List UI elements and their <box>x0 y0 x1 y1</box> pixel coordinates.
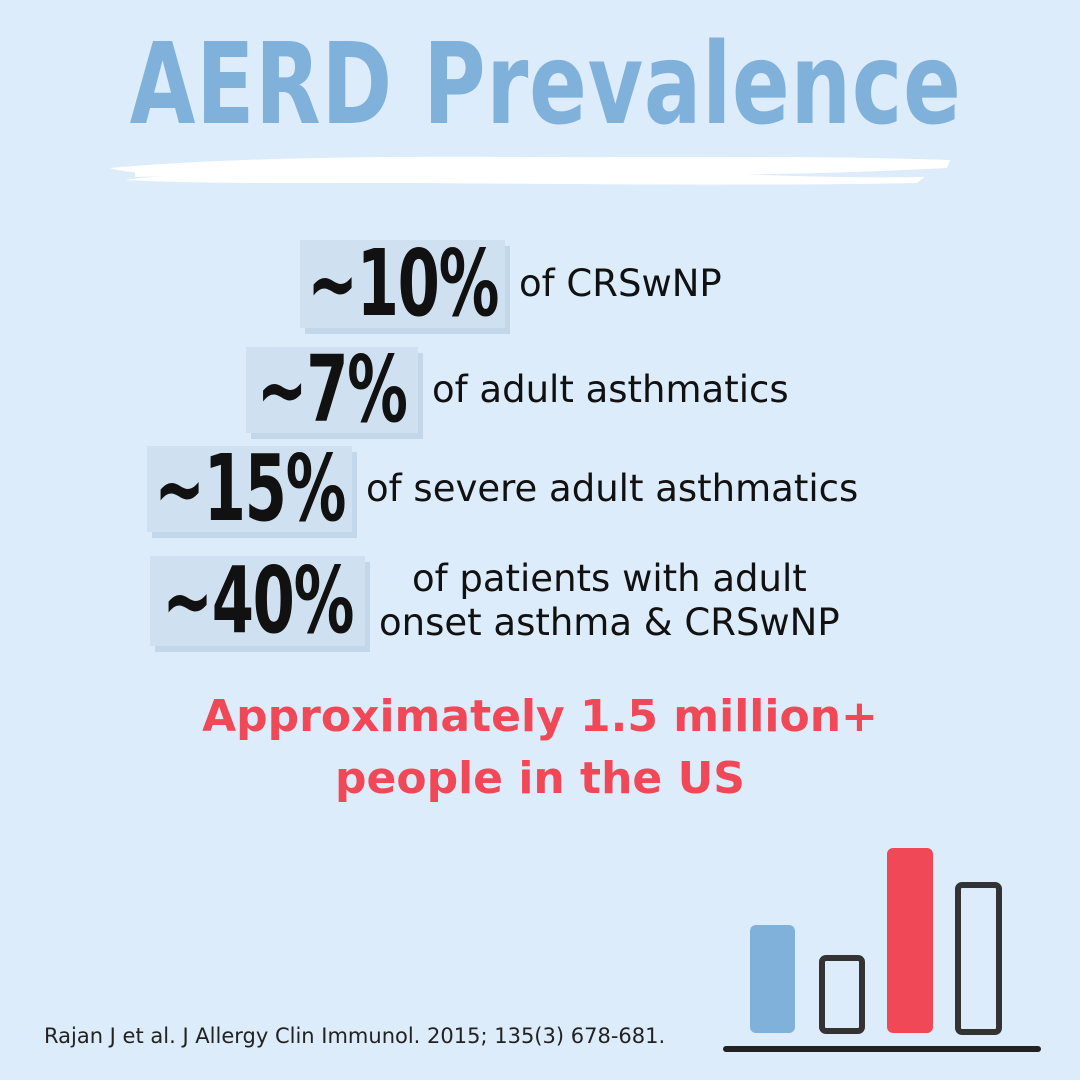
stat-row: ~10% of CRSwNP <box>300 240 722 328</box>
stat-value-box: ~10% <box>300 240 505 328</box>
stat-value-box: ~40% <box>150 556 365 646</box>
icon-bar-blue <box>750 925 795 1033</box>
bar-chart-icon <box>723 848 1041 1052</box>
highlight-line: people in the US <box>335 753 745 804</box>
stat-value-box: ~7% <box>246 347 418 433</box>
page-title: AERD Prevalence <box>129 20 962 150</box>
icon-bar-outline <box>819 955 865 1034</box>
stat-row: ~7% of adult asthmatics <box>246 347 789 433</box>
stat-label-line: of patients with adult <box>411 557 807 600</box>
citation: Rajan J et al. J Allergy Clin Immunol. 2… <box>44 1024 666 1048</box>
stat-value: ~10% <box>307 240 499 328</box>
stat-label: of adult asthmatics <box>432 368 789 411</box>
stat-label: of patients with adult onset asthma & CR… <box>379 557 840 645</box>
stat-value: ~7% <box>256 347 408 433</box>
stat-value: ~40% <box>162 556 354 646</box>
icon-bar-outline <box>955 882 1002 1035</box>
brush-stroke-divider <box>110 156 950 185</box>
highlight-text: Approximately 1.5 million+ people in the… <box>0 686 1080 810</box>
stat-label-line: onset asthma & CRSwNP <box>379 601 840 644</box>
stat-value-box: ~15% <box>147 446 352 532</box>
stat-row: ~40% of patients with adult onset asthma… <box>150 556 840 646</box>
stat-value: ~15% <box>154 446 346 532</box>
stat-label: of CRSwNP <box>519 262 722 305</box>
stat-row: ~15% of severe adult asthmatics <box>147 446 858 532</box>
icon-bar-red <box>887 848 933 1033</box>
highlight-line: Approximately 1.5 million+ <box>202 691 878 742</box>
stat-label: of severe adult asthmatics <box>366 467 859 510</box>
